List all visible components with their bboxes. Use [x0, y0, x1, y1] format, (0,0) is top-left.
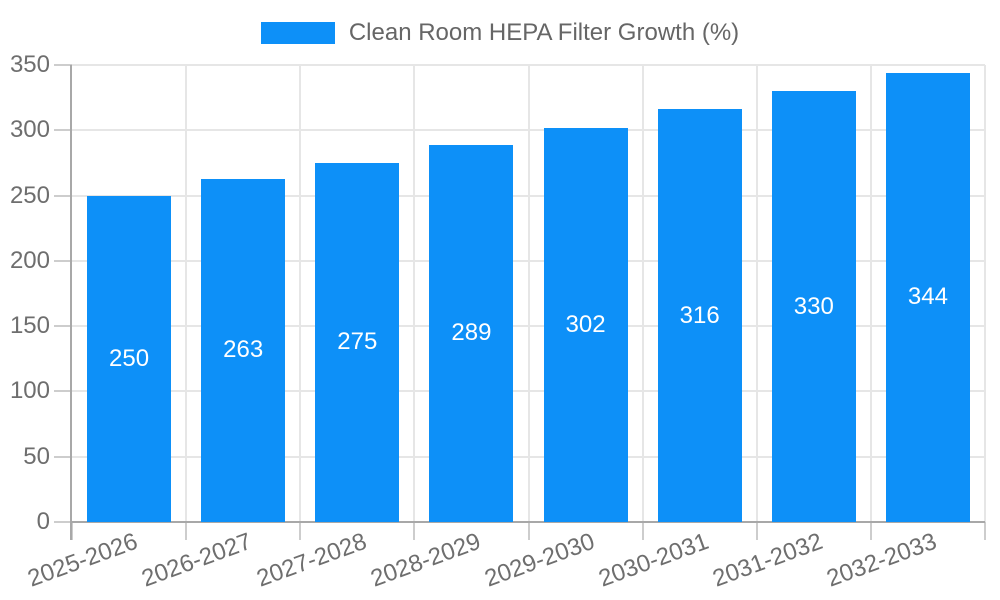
legend-swatch-icon — [260, 22, 335, 44]
y-tick-label: 0 — [36, 508, 50, 535]
y-tick-mark — [54, 259, 72, 262]
bar[interactable] — [429, 144, 514, 522]
legend-label: Clean Room HEPA Filter Growth (%) — [348, 19, 740, 46]
gridline-vertical — [413, 65, 416, 522]
y-tick-label: 100 — [9, 377, 50, 405]
y-tick-label: 200 — [9, 246, 50, 274]
bar[interactable] — [657, 109, 742, 522]
x-tick-label: 2032-2033 — [823, 527, 941, 593]
gridline-vertical — [299, 65, 302, 522]
y-tick-label: 250 — [9, 181, 50, 209]
x-tick-mark — [299, 522, 302, 540]
y-tick-mark — [54, 194, 72, 197]
bar[interactable] — [771, 91, 856, 522]
bar-value-label: 250 — [109, 344, 150, 372]
bar-value-label: 316 — [679, 301, 720, 329]
x-tick-label: 2025-2026 — [24, 527, 142, 593]
gridline-vertical — [755, 65, 758, 522]
legend-item[interactable]: Clean Room HEPA Filter Growth (%) — [260, 19, 740, 47]
x-tick-label: 2026-2027 — [138, 527, 256, 593]
bar-value-label: 263 — [223, 336, 264, 364]
y-tick-label: 350 — [9, 51, 50, 78]
y-tick-mark — [54, 64, 72, 66]
x-axis-line — [70, 521, 985, 523]
y-tick-label: 50 — [23, 442, 50, 470]
x-tick-label: 2028-2029 — [366, 527, 484, 593]
gridline-vertical — [527, 65, 530, 522]
y-tick-label: 300 — [9, 116, 50, 144]
x-tick-mark — [641, 522, 644, 540]
x-tick-mark — [755, 522, 758, 540]
x-tick-label: 2027-2028 — [252, 527, 370, 593]
chart-legend: Clean Room HEPA Filter Growth (%) — [0, 18, 1000, 48]
y-tick-mark — [54, 390, 72, 393]
x-tick-mark — [984, 522, 986, 540]
bar-value-label: 302 — [565, 310, 606, 338]
x-tick-mark — [185, 522, 188, 540]
bar[interactable] — [543, 127, 628, 522]
y-tick-mark — [54, 521, 72, 523]
x-tick-mark — [413, 522, 416, 540]
x-tick-label: 2030-2031 — [595, 527, 713, 593]
bar-value-label: 275 — [337, 328, 378, 356]
gridline-vertical — [185, 65, 188, 522]
x-tick-label: 2029-2030 — [480, 527, 599, 593]
bar[interactable] — [201, 178, 286, 522]
x-tick-mark — [869, 522, 872, 540]
gridline-vertical — [984, 65, 986, 522]
x-tick-mark — [527, 522, 530, 540]
x-tick-mark — [71, 522, 73, 540]
bar-value-label: 289 — [451, 319, 492, 347]
bar-value-label: 344 — [907, 283, 948, 311]
y-tick-label: 150 — [9, 312, 50, 340]
y-tick-mark — [54, 455, 72, 458]
bar[interactable] — [885, 72, 970, 522]
bar[interactable] — [315, 162, 400, 522]
gridline-vertical — [641, 65, 644, 522]
x-tick-label: 2031-2032 — [709, 527, 827, 593]
y-tick-mark — [54, 129, 72, 132]
y-axis-line — [70, 65, 72, 540]
gridline-vertical — [869, 65, 872, 522]
bar-value-label: 330 — [793, 292, 834, 320]
bar[interactable] — [87, 195, 172, 522]
y-tick-mark — [54, 325, 72, 328]
